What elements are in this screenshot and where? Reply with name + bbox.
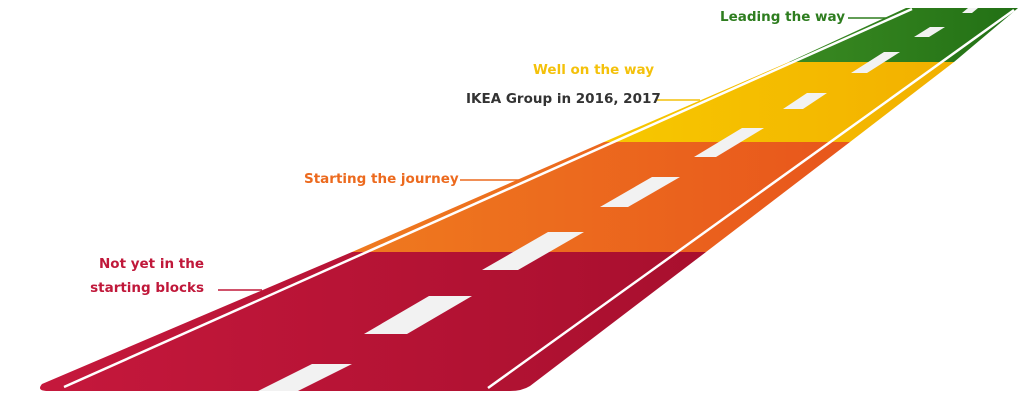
road-segment-well xyxy=(604,62,954,142)
road-dash xyxy=(851,52,900,73)
road-segment-notyet xyxy=(40,252,706,391)
label-well-on-the-way: Well on the way xyxy=(533,62,654,78)
road-dash xyxy=(783,93,827,109)
road-segment-starting xyxy=(352,142,850,252)
label-leading-the-way: Leading the way xyxy=(720,9,846,25)
road-dash xyxy=(600,177,680,207)
road-edge-line-left xyxy=(63,7,913,389)
road-center-dashes xyxy=(258,8,978,391)
road-dash xyxy=(914,27,945,37)
road-dash xyxy=(364,296,472,334)
road-dash xyxy=(694,128,764,157)
label-not-yet-line2: starting blocks xyxy=(90,280,204,296)
label-not-yet-line1: Not yet in the xyxy=(99,256,204,272)
label-starting-the-journey: Starting the journey xyxy=(304,171,459,187)
road-dash xyxy=(258,364,352,391)
road-edge-line-right xyxy=(487,8,1015,390)
label-ikea-group-marker: IKEA Group in 2016, 2017 xyxy=(466,91,661,107)
road-dash xyxy=(482,232,584,270)
road-dash xyxy=(962,8,978,13)
